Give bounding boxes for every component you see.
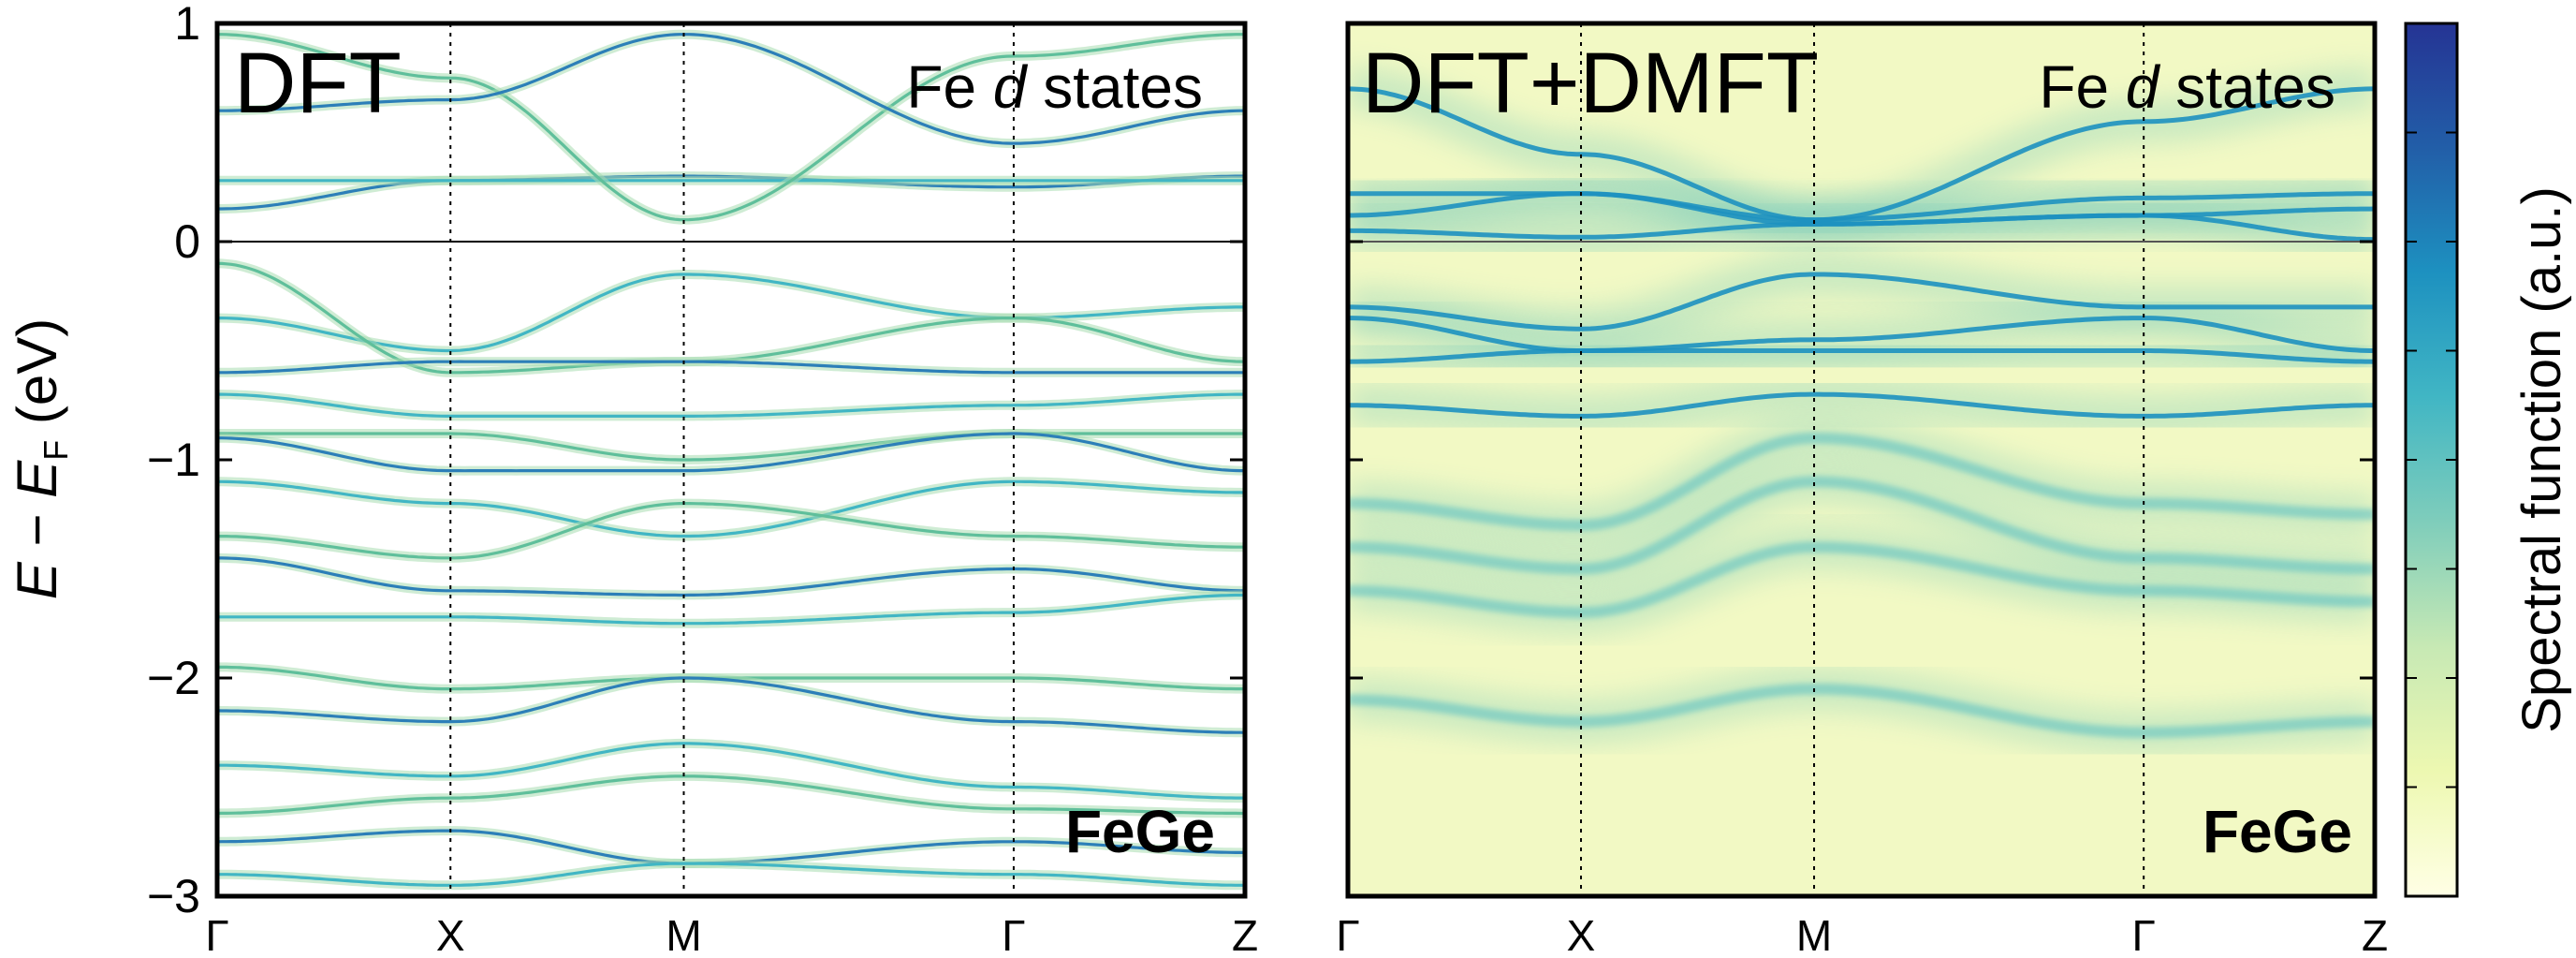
k-point-label: Z: [1232, 911, 1258, 958]
dft-subtitle-italic: d: [993, 53, 1029, 121]
dft-bands: [217, 29, 1245, 891]
band: [217, 742, 1245, 800]
dmft-subtitle-suffix: states: [2159, 53, 2335, 121]
band: [217, 774, 1245, 816]
band: [1348, 272, 2375, 332]
band: [217, 273, 1245, 353]
dft-subtitle-prefix: Fe: [906, 53, 992, 121]
band: [1348, 86, 2375, 223]
colorbar-label: Spectral function (a.u.): [2511, 186, 2572, 733]
k-point-label: X: [436, 911, 465, 958]
y-axis-label-e1: E: [6, 561, 68, 599]
band: [217, 360, 1245, 375]
k-point-label: M: [666, 911, 701, 958]
dmft-subtitle-italic: d: [2126, 53, 2161, 121]
band: [1348, 541, 2375, 619]
k-point-label: Γ: [205, 911, 228, 958]
dft-subtitle: Fe d states: [906, 53, 1203, 121]
band: [217, 33, 1245, 222]
k-point-label: X: [1567, 911, 1596, 958]
band: [1348, 348, 2375, 364]
band: [217, 432, 1245, 462]
band: [217, 593, 1245, 626]
dft-frame: [214, 21, 1248, 899]
y-axis-label: E − EF (eV): [6, 318, 75, 599]
colorbar: Spectral function (a.u.): [2404, 22, 2572, 898]
dft-material-label: FeGe: [1065, 798, 1215, 865]
k-point-label: Γ: [1002, 911, 1025, 958]
band: [217, 33, 1245, 145]
k-point-label: Z: [2362, 911, 2388, 958]
y-tick-label: 1: [174, 0, 200, 50]
dmft-material-label: FeGe: [2203, 798, 2352, 865]
k-point-label: Γ: [2132, 911, 2156, 958]
y-tick-label: −1: [147, 434, 200, 486]
band: [1348, 316, 2375, 353]
dmft-title: DFT+DMFT: [1362, 36, 1819, 131]
band: [217, 502, 1245, 560]
band: [1348, 683, 2375, 739]
band: [217, 479, 1245, 538]
y-axis-label-subscript: F: [37, 440, 75, 461]
k-point-label: M: [1796, 911, 1832, 958]
dmft-subtitle-prefix: Fe: [2039, 53, 2125, 121]
y-axis-label-dash: −: [6, 498, 68, 562]
colorbar-ticks: [2406, 131, 2457, 789]
y-axis-label-e2: E: [6, 460, 68, 498]
dmft-frame: [1345, 21, 2378, 899]
band: [1348, 213, 2375, 243]
band: [217, 392, 1245, 418]
band: [1348, 476, 2375, 575]
dmft-bands: [1348, 86, 2375, 739]
band: [1348, 391, 2375, 419]
y-tick-label: −2: [147, 652, 200, 704]
k-point-label: Γ: [1336, 911, 1359, 958]
band: [217, 432, 1245, 473]
dmft-panel: Γ X M Γ Z DFT+DMFT Fe d states FeGe: [1336, 21, 2388, 958]
dft-subtitle-suffix: states: [1026, 53, 1203, 121]
dft-y-axis: −3 −2 −1 0 1: [147, 0, 1245, 922]
dmft-subtitle: Fe d states: [2039, 53, 2335, 121]
band: [1348, 191, 2375, 223]
band: [217, 676, 1245, 734]
dft-title: DFT: [234, 36, 402, 131]
band: [1348, 432, 2375, 531]
y-tick-label: −3: [147, 870, 200, 922]
y-axis-label-unit: (eV): [6, 318, 68, 440]
y-tick-label: 0: [174, 215, 200, 268]
dft-panel: −3 −2 −1 0 1 Γ X M Γ Z DFT Fe d states FeGe: [147, 0, 1258, 958]
band: [217, 556, 1245, 597]
band: [217, 862, 1245, 887]
